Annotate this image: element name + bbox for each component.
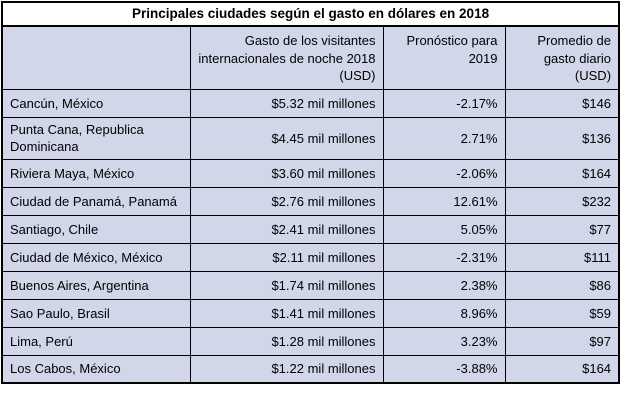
table-row: Buenos Aires, Argentina $1.74 mil millon… bbox=[1, 270, 620, 300]
daily-spend-cell: $164 bbox=[504, 354, 620, 384]
header-row: Gasto de los visitantes internacionales … bbox=[1, 25, 620, 90]
spend-cell: $2.11 mil millones bbox=[189, 242, 384, 272]
spend-cell: $1.28 mil millones bbox=[189, 326, 384, 356]
table-row: Sao Paulo, Brasil $1.41 mil millones 8.9… bbox=[1, 298, 620, 328]
forecast-cell: 12.61% bbox=[382, 186, 506, 216]
table-row: Cancún, México $5.32 mil millones -2.17%… bbox=[1, 88, 620, 118]
city-cell: Sao Paulo, Brasil bbox=[1, 298, 191, 328]
header-forecast-2019: Pronóstico para 2019 bbox=[382, 25, 506, 90]
header-avg-daily-spend: Promedio de gasto diario (USD) bbox=[504, 25, 620, 90]
daily-spend-cell: $164 bbox=[504, 158, 620, 188]
daily-spend-cell: $59 bbox=[504, 298, 620, 328]
city-cell: Santiago, Chile bbox=[1, 214, 191, 244]
forecast-cell: -2.17% bbox=[382, 88, 506, 118]
forecast-cell: -3.88% bbox=[382, 354, 506, 384]
spend-cell: $1.41 mil millones bbox=[189, 298, 384, 328]
spend-cell: $1.22 mil millones bbox=[189, 354, 384, 384]
daily-spend-cell: $86 bbox=[504, 270, 620, 300]
spend-cell: $3.60 mil millones bbox=[189, 158, 384, 188]
table-row: Ciudad de México, México $2.11 mil millo… bbox=[1, 242, 620, 272]
city-cell: Punta Cana, Republica Dominicana bbox=[1, 116, 191, 160]
forecast-cell: 2.38% bbox=[382, 270, 506, 300]
spend-cell: $1.74 mil millones bbox=[189, 270, 384, 300]
table-row: Los Cabos, México $1.22 mil millones -3.… bbox=[1, 354, 620, 384]
city-cell: Ciudad de Panamá, Panamá bbox=[1, 186, 191, 216]
table-title: Principales ciudades según el gasto en d… bbox=[1, 1, 620, 28]
city-cell: Ciudad de México, México bbox=[1, 242, 191, 272]
forecast-cell: -2.31% bbox=[382, 242, 506, 272]
header-city bbox=[1, 25, 191, 90]
table-row: Punta Cana, Republica Dominicana $4.45 m… bbox=[1, 116, 620, 160]
title-row: Principales ciudades según el gasto en d… bbox=[1, 1, 620, 28]
spend-cell: $2.76 mil millones bbox=[189, 186, 384, 216]
city-cell: Buenos Aires, Argentina bbox=[1, 270, 191, 300]
table-row: Riviera Maya, México $3.60 mil millones … bbox=[1, 158, 620, 188]
city-cell: Riviera Maya, México bbox=[1, 158, 191, 188]
table-row: Santiago, Chile $2.41 mil millones 5.05%… bbox=[1, 214, 620, 244]
forecast-cell: -2.06% bbox=[382, 158, 506, 188]
forecast-cell: 5.05% bbox=[382, 214, 506, 244]
daily-spend-cell: $136 bbox=[504, 116, 620, 160]
daily-spend-cell: $77 bbox=[504, 214, 620, 244]
table-row: Lima, Perú $1.28 mil millones 3.23% $97 bbox=[1, 326, 620, 356]
city-cell: Lima, Perú bbox=[1, 326, 191, 356]
spend-cell: $2.41 mil millones bbox=[189, 214, 384, 244]
city-cell: Cancún, México bbox=[1, 88, 191, 118]
spend-cell: $4.45 mil millones bbox=[189, 116, 384, 160]
daily-spend-cell: $97 bbox=[504, 326, 620, 356]
daily-spend-cell: $146 bbox=[504, 88, 620, 118]
header-international-visitor-spend: Gasto de los visitantes internacionales … bbox=[189, 25, 384, 90]
forecast-cell: 8.96% bbox=[382, 298, 506, 328]
table-row: Ciudad de Panamá, Panamá $2.76 mil millo… bbox=[1, 186, 620, 216]
forecast-cell: 2.71% bbox=[382, 116, 506, 160]
daily-spend-cell: $111 bbox=[504, 242, 620, 272]
spend-cell: $5.32 mil millones bbox=[189, 88, 384, 118]
city-spending-table: Principales ciudades según el gasto en d… bbox=[1, 1, 621, 385]
city-cell: Los Cabos, México bbox=[1, 354, 191, 384]
forecast-cell: 3.23% bbox=[382, 326, 506, 356]
daily-spend-cell: $232 bbox=[504, 186, 620, 216]
